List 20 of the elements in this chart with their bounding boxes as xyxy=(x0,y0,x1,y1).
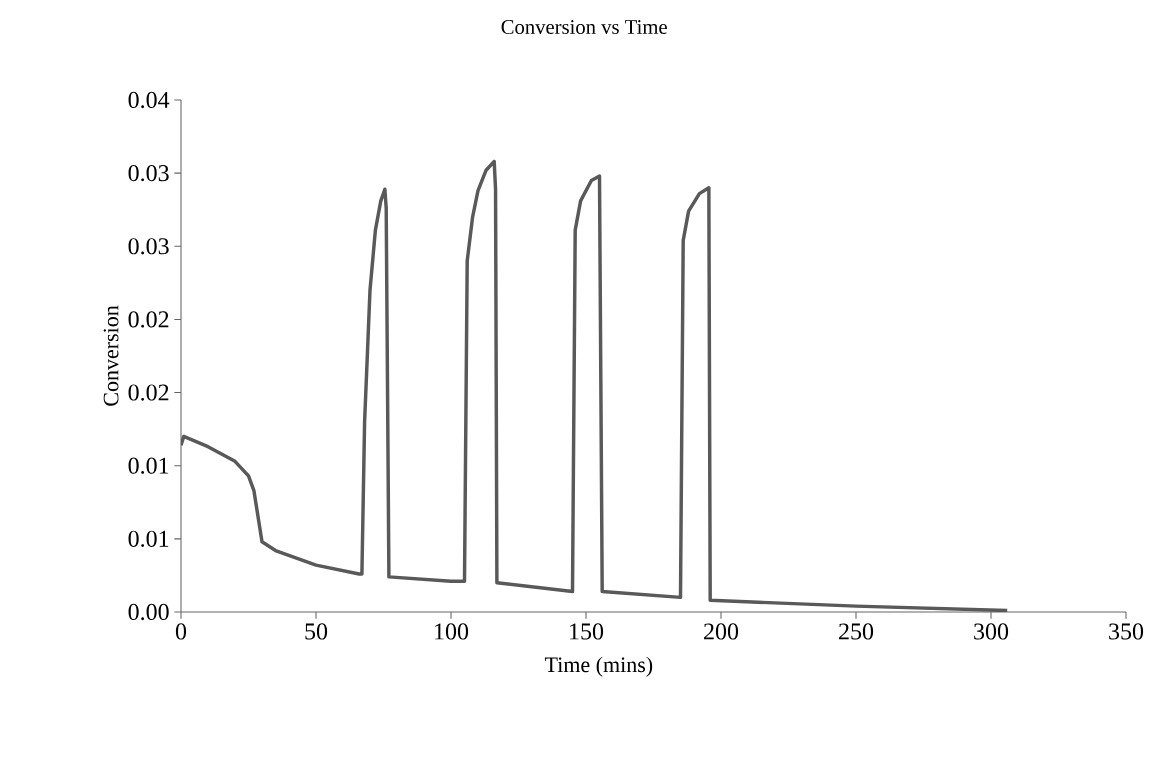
x-tick-label: 250 xyxy=(839,623,874,640)
y-tick-label: 0.03 xyxy=(128,164,169,182)
x-tick-label: 200 xyxy=(704,623,739,640)
y-tick-label: 0.01 xyxy=(128,530,169,547)
line-series xyxy=(181,159,1009,612)
y-tick-label: 0.04 xyxy=(128,91,170,109)
x-tick-label: 350 xyxy=(1109,623,1144,640)
y-tick-label: 0.01 xyxy=(128,457,169,474)
y-tick-label: 0.03 xyxy=(128,238,169,255)
x-tick-label: 150 xyxy=(570,623,604,640)
x-tick-label: 100 xyxy=(435,623,469,640)
x-tick-label: 300 xyxy=(974,623,1009,640)
x-axis-title: Time (mins) xyxy=(544,656,653,677)
y-tick-label: 0.02 xyxy=(128,311,169,328)
x-tick-label: 0 xyxy=(175,623,187,640)
chart-title: Conversion vs Time xyxy=(501,20,667,34)
y-tick-label: 0.02 xyxy=(128,384,169,401)
y-axis-title: Conversion xyxy=(103,305,119,406)
y-tick-label: 0.00 xyxy=(128,603,169,621)
x-tick-label: 50 xyxy=(305,623,328,640)
